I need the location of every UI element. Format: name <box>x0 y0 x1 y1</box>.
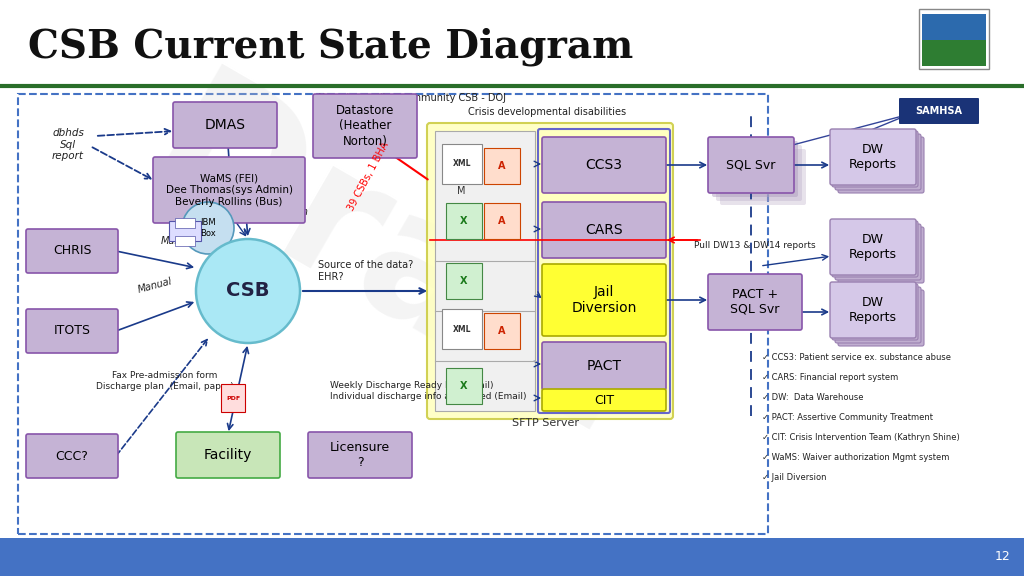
Text: SFTP Server: SFTP Server <box>512 418 579 428</box>
Text: PACT: PACT <box>587 359 622 373</box>
FancyBboxPatch shape <box>922 40 986 66</box>
Text: Manual: Manual <box>136 276 173 295</box>
FancyBboxPatch shape <box>831 284 918 340</box>
FancyBboxPatch shape <box>542 202 666 258</box>
FancyBboxPatch shape <box>175 218 195 228</box>
FancyBboxPatch shape <box>442 309 482 349</box>
Text: ✓ CCS3: Patient service ex. substance abuse: ✓ CCS3: Patient service ex. substance ab… <box>762 354 951 362</box>
Text: X: X <box>460 216 468 226</box>
FancyBboxPatch shape <box>169 221 201 241</box>
Text: CCC?: CCC? <box>55 449 88 463</box>
Text: ✓ PACT: Assertive Community Treatment: ✓ PACT: Assertive Community Treatment <box>762 414 933 423</box>
Text: XML: XML <box>453 160 471 169</box>
FancyBboxPatch shape <box>542 389 666 411</box>
Text: Licensure
?: Licensure ? <box>330 441 390 469</box>
Circle shape <box>196 239 300 343</box>
Text: X: X <box>460 276 468 286</box>
Text: ✓ Jail Diversion: ✓ Jail Diversion <box>762 473 826 483</box>
FancyBboxPatch shape <box>26 229 118 273</box>
Text: WaMS (FEI)
Dee Thomas(sys Admin)
Beverly Rollins (Bus): WaMS (FEI) Dee Thomas(sys Admin) Beverly… <box>166 173 293 207</box>
FancyBboxPatch shape <box>835 134 921 190</box>
FancyBboxPatch shape <box>176 432 280 478</box>
FancyBboxPatch shape <box>542 342 666 390</box>
FancyBboxPatch shape <box>835 224 921 280</box>
Text: dbhds
Sql
report: dbhds Sql report <box>52 128 84 161</box>
FancyBboxPatch shape <box>542 137 666 193</box>
FancyBboxPatch shape <box>0 538 1024 576</box>
Text: SQL Svr: SQL Svr <box>726 158 776 172</box>
FancyBboxPatch shape <box>838 227 924 283</box>
FancyBboxPatch shape <box>484 148 520 184</box>
Text: SAMHSA: SAMHSA <box>915 106 963 116</box>
FancyBboxPatch shape <box>484 203 520 239</box>
Text: CCS3: CCS3 <box>586 158 623 172</box>
Text: Automation: Automation <box>252 207 309 217</box>
Text: Fax Pre-admission form
Discharge plan  (Email, paper): Fax Pre-admission form Discharge plan (E… <box>96 372 233 391</box>
Text: M: M <box>457 321 465 331</box>
FancyBboxPatch shape <box>175 236 195 246</box>
Text: CSB Current State Diagram: CSB Current State Diagram <box>28 28 633 66</box>
Text: CIT: CIT <box>594 393 614 407</box>
Text: Facility: Facility <box>204 448 252 462</box>
Text: ✓ WaMS: Waiver authorization Mgmt system: ✓ WaMS: Waiver authorization Mgmt system <box>762 453 949 463</box>
FancyBboxPatch shape <box>153 157 305 223</box>
FancyBboxPatch shape <box>308 432 412 478</box>
FancyBboxPatch shape <box>712 141 798 197</box>
FancyBboxPatch shape <box>446 263 482 299</box>
Text: CARS: CARS <box>585 223 623 237</box>
Text: Source of the data?
EHR?: Source of the data? EHR? <box>318 260 414 282</box>
FancyBboxPatch shape <box>313 94 417 158</box>
Text: ✓ CARS: Financial report system: ✓ CARS: Financial report system <box>762 373 898 382</box>
FancyBboxPatch shape <box>830 129 916 185</box>
FancyBboxPatch shape <box>838 290 924 346</box>
Text: Q: Q <box>458 381 465 391</box>
Text: 12: 12 <box>994 551 1010 563</box>
FancyBboxPatch shape <box>720 149 806 205</box>
Text: M: M <box>457 186 465 196</box>
Text: DMAS: DMAS <box>205 118 246 132</box>
Text: CSB: CSB <box>226 282 269 301</box>
FancyBboxPatch shape <box>446 203 482 239</box>
Text: A: A <box>499 161 506 171</box>
FancyBboxPatch shape <box>708 137 794 193</box>
FancyBboxPatch shape <box>446 368 482 404</box>
Text: PDF: PDF <box>226 396 240 400</box>
Circle shape <box>182 202 234 254</box>
Text: Manual: Manual <box>161 236 196 246</box>
FancyBboxPatch shape <box>830 219 916 275</box>
Text: 3xYr: 3xYr <box>446 233 465 242</box>
Text: DW
Reports: DW Reports <box>849 296 897 324</box>
FancyBboxPatch shape <box>716 145 802 201</box>
Text: XML: XML <box>453 324 471 334</box>
Text: IBM
Box: IBM Box <box>200 218 216 238</box>
Text: CHRIS: CHRIS <box>53 244 91 257</box>
Text: DW
Reports: DW Reports <box>849 233 897 261</box>
Text: Pull DW13 & DW14 reports: Pull DW13 & DW14 reports <box>694 241 816 251</box>
Text: PACT +
SQL Svr: PACT + SQL Svr <box>730 288 779 316</box>
FancyBboxPatch shape <box>26 309 118 353</box>
Text: A: A <box>499 326 506 336</box>
Text: Crisis developmental disabilities: Crisis developmental disabilities <box>468 107 626 117</box>
FancyBboxPatch shape <box>442 144 482 184</box>
Text: A: A <box>499 216 506 226</box>
FancyBboxPatch shape <box>435 131 535 411</box>
FancyBboxPatch shape <box>484 313 520 349</box>
FancyBboxPatch shape <box>899 98 979 124</box>
FancyBboxPatch shape <box>919 9 989 69</box>
Text: DW
Reports: DW Reports <box>849 143 897 171</box>
FancyBboxPatch shape <box>831 221 918 277</box>
FancyBboxPatch shape <box>427 123 673 419</box>
Text: 39 CSBs, 1 BHA: 39 CSBs, 1 BHA <box>346 140 390 212</box>
Text: New river valley community CSB - DOJ: New river valley community CSB - DOJ <box>318 93 506 103</box>
Text: ✓ DW:  Data Warehouse: ✓ DW: Data Warehouse <box>762 393 863 403</box>
FancyBboxPatch shape <box>835 287 921 343</box>
FancyBboxPatch shape <box>538 129 670 413</box>
FancyBboxPatch shape <box>26 434 118 478</box>
Text: ITOTS: ITOTS <box>53 324 90 338</box>
FancyBboxPatch shape <box>173 102 278 148</box>
Text: Jail
Diversion: Jail Diversion <box>571 285 637 315</box>
FancyBboxPatch shape <box>922 14 986 40</box>
FancyBboxPatch shape <box>838 137 924 193</box>
FancyBboxPatch shape <box>708 274 802 330</box>
